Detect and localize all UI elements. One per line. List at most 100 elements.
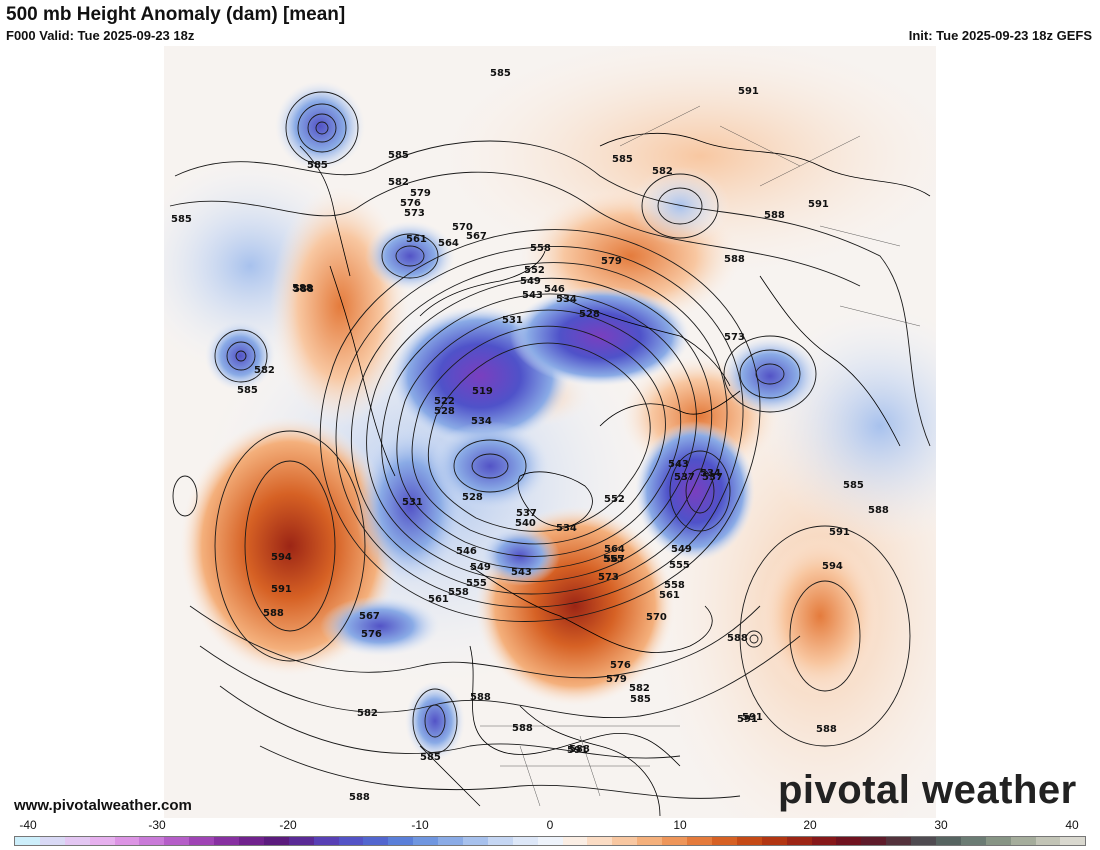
svg-text:585: 585	[307, 160, 328, 171]
svg-text:567: 567	[604, 554, 625, 565]
colorbar-swatch	[687, 837, 712, 845]
svg-text:588: 588	[293, 284, 314, 295]
svg-text:585: 585	[612, 154, 633, 165]
colorbar-swatch	[836, 837, 862, 845]
svg-text:573: 573	[598, 572, 619, 583]
svg-text:528: 528	[434, 406, 455, 417]
colorbar-swatch	[214, 837, 240, 845]
svg-text:588: 588	[816, 724, 837, 735]
svg-text:549: 549	[671, 544, 692, 555]
colorbar-swatch	[985, 837, 1011, 845]
svg-text:534: 534	[700, 468, 721, 479]
svg-text:546: 546	[544, 284, 565, 295]
svg-text:582: 582	[629, 683, 650, 694]
colorbar-swatch	[612, 837, 638, 845]
colorbar-swatch	[786, 837, 812, 845]
colorbar-swatch	[388, 837, 414, 845]
colorbar-tick: -10	[411, 818, 429, 832]
svg-text:594: 594	[822, 561, 843, 572]
svg-text:591: 591	[829, 527, 850, 538]
height-contours	[169, 91, 931, 799]
svg-text:549: 549	[470, 562, 491, 573]
colorbar-tick: 0	[546, 818, 554, 832]
svg-text:582: 582	[388, 177, 409, 188]
colorbar-swatch	[438, 837, 464, 845]
svg-text:558: 558	[530, 243, 551, 254]
svg-text:531: 531	[402, 497, 423, 508]
colorbar-tick: -40	[19, 818, 37, 832]
svg-text:588: 588	[569, 744, 590, 755]
svg-text:591: 591	[567, 745, 588, 756]
colorbar-swatch	[189, 837, 215, 845]
svg-text:582: 582	[652, 166, 673, 177]
svg-text:585: 585	[490, 68, 511, 79]
svg-text:585: 585	[630, 694, 651, 705]
svg-text:552: 552	[604, 494, 625, 505]
coastlines	[299, 132, 931, 817]
colorbar-tick: 20	[803, 818, 817, 832]
map-title: 500 mb Height Anomaly (dam) [mean]	[6, 4, 346, 25]
svg-text:585: 585	[237, 385, 258, 396]
colorbar-swatch	[761, 837, 787, 845]
colorbar-tick: 30	[934, 818, 948, 832]
colorbar-swatch	[662, 837, 688, 845]
svg-text:588: 588	[349, 792, 370, 803]
colorbar-swatch	[736, 837, 762, 845]
svg-text:567: 567	[466, 231, 487, 242]
svg-text:564: 564	[604, 544, 625, 555]
colorbar-swatch	[363, 837, 389, 845]
anomaly-field	[164, 46, 936, 818]
height-anomaly-map[interactable]: 585 585 585 582 579 576 573 570 567 564 …	[0, 46, 1100, 818]
header-bar: 500 mb Height Anomaly (dam) [mean] F000 …	[0, 0, 1100, 46]
site-url: www.pivotalweather.com	[14, 797, 192, 814]
svg-text:540: 540	[515, 518, 536, 529]
svg-text:528: 528	[579, 309, 600, 320]
svg-text:546: 546	[456, 546, 477, 557]
colorbar-swatch	[413, 837, 439, 845]
colorbar: -40 -30 -20 -10 0 10 20 30 40	[14, 818, 1086, 850]
svg-text:564: 564	[438, 238, 459, 249]
svg-text:543: 543	[522, 290, 543, 301]
svg-text:552: 552	[524, 265, 545, 276]
svg-text:585: 585	[388, 150, 409, 161]
colorbar-tick: -20	[279, 818, 297, 832]
init-time: Init: Tue 2025-09-23 18z GEFS	[908, 28, 1092, 43]
svg-text:585: 585	[171, 214, 192, 225]
colorbar-swatch	[587, 837, 613, 845]
colorbar-swatch	[15, 837, 40, 845]
colorbar-swatch	[114, 837, 140, 845]
colorbar-swatch	[288, 837, 314, 845]
svg-text:561: 561	[659, 590, 680, 601]
svg-text:561: 561	[428, 594, 449, 605]
svg-text:573: 573	[404, 208, 425, 219]
svg-text:522: 522	[434, 396, 455, 407]
svg-text:591: 591	[808, 199, 829, 210]
colorbar-swatch	[562, 837, 588, 845]
svg-text:573: 573	[724, 332, 745, 343]
svg-text:579: 579	[601, 256, 622, 267]
svg-text:582: 582	[357, 708, 378, 719]
pivotal-weather-logo: pivotal weather	[778, 768, 1077, 812]
colorbar-swatch	[39, 837, 65, 845]
colorbar-swatch	[164, 837, 190, 845]
svg-text:588: 588	[292, 283, 313, 294]
svg-text:555: 555	[466, 578, 487, 589]
colorbar-swatch	[512, 837, 538, 845]
svg-text:534: 534	[556, 294, 577, 305]
colorbar-swatch	[1060, 837, 1086, 845]
svg-text:519: 519	[472, 386, 493, 397]
svg-text:549: 549	[520, 276, 541, 287]
colorbar-swatch	[886, 837, 912, 845]
svg-text:555: 555	[603, 554, 624, 565]
svg-text:585: 585	[843, 480, 864, 491]
svg-text:543: 543	[668, 459, 689, 470]
colorbar-swatch	[64, 837, 90, 845]
svg-text:591: 591	[271, 584, 292, 595]
contour-labels: 585 585 585 582 579 576 573 570 567 564 …	[171, 68, 889, 803]
svg-text:537: 537	[702, 472, 723, 483]
svg-text:588: 588	[512, 723, 533, 734]
svg-text:537: 537	[674, 472, 695, 483]
colorbar-swatch	[487, 837, 513, 845]
colorbar-swatch	[537, 837, 563, 845]
colorbar-swatch	[89, 837, 115, 845]
